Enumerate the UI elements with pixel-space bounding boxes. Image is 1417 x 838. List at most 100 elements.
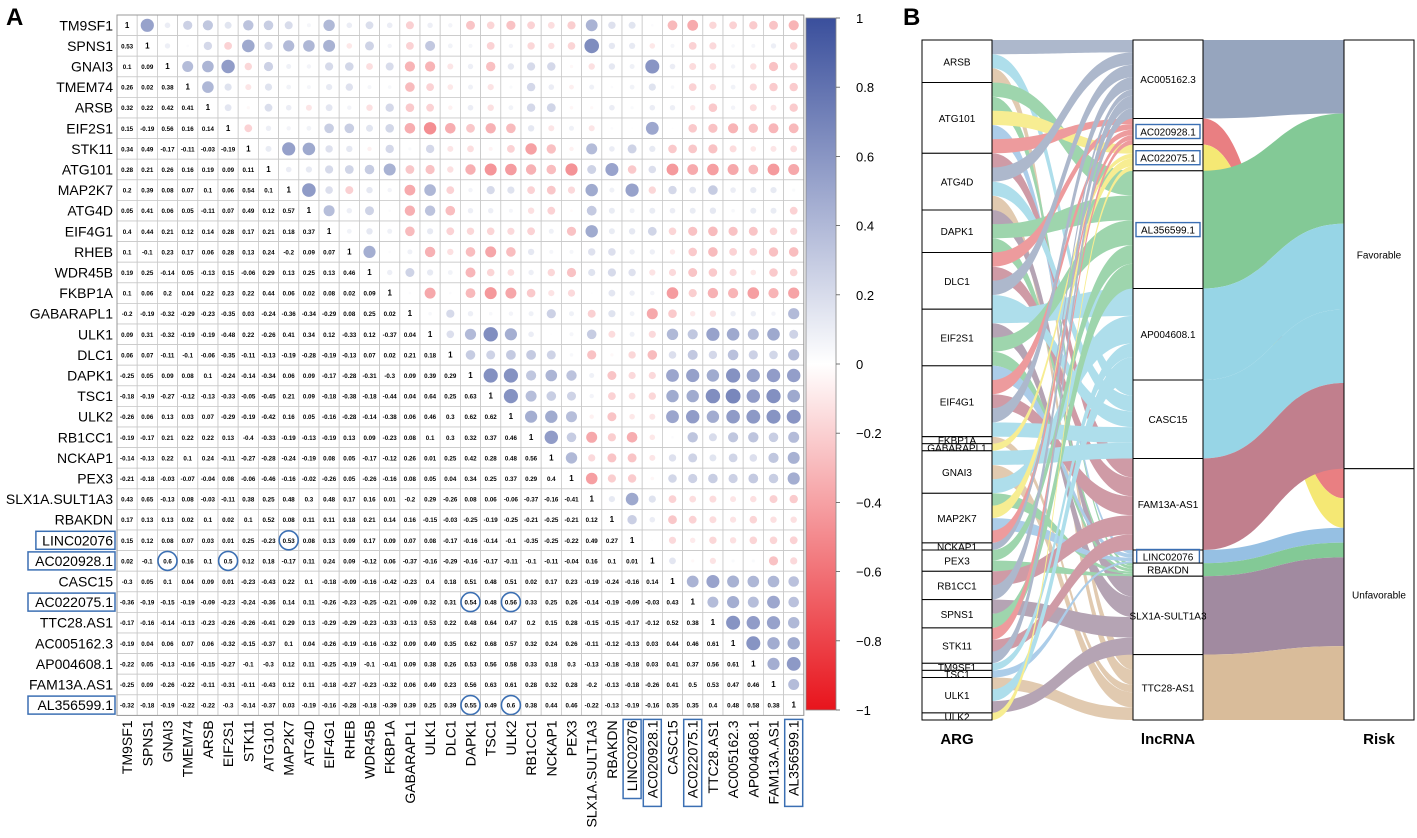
- correlation-value: 0.13: [161, 517, 174, 524]
- correlation-circle: [709, 557, 717, 565]
- correlation-circle: [726, 368, 741, 383]
- correlation-value: 0.07: [182, 538, 195, 545]
- correlation-circle: [569, 332, 574, 337]
- correlation-value: 0.5: [224, 558, 233, 565]
- correlation-value: 0.49: [242, 208, 255, 215]
- correlation-circle: [588, 125, 595, 132]
- correlation-circle: [244, 124, 253, 133]
- correlation-circle: [708, 473, 718, 484]
- correlation-value: -0.35: [524, 538, 539, 545]
- correlation-circle: [526, 370, 537, 381]
- correlation-circle: [306, 125, 312, 131]
- correlation-value: 0.25: [262, 497, 275, 504]
- correlation-circle: [726, 615, 741, 630]
- correlation-value: 1: [731, 639, 736, 648]
- correlation-value: 0.13: [242, 249, 255, 256]
- correlation-value: -0.06: [241, 270, 256, 277]
- correlation-circle: [747, 287, 760, 299]
- sankey-node-label: AC022075.1: [1140, 154, 1196, 165]
- correlation-value: -0.03: [645, 600, 660, 607]
- correlation-value: 0.33: [525, 661, 538, 668]
- correlation-circle: [406, 42, 414, 50]
- correlation-value: -0.13: [261, 352, 276, 359]
- column-label: ATG4D: [301, 720, 317, 766]
- correlation-value: 0.46: [343, 270, 356, 277]
- correlation-circle: [670, 85, 675, 89]
- correlation-value: 0.26: [565, 600, 578, 607]
- correlation-circle: [383, 163, 396, 176]
- correlation-value: 0.16: [363, 497, 376, 504]
- correlation-value: 0.08: [182, 373, 195, 380]
- row-label: DAPK1: [67, 368, 113, 384]
- correlation-circle: [508, 311, 514, 316]
- correlation-value: 0.29: [444, 373, 457, 380]
- correlation-value: 0.05: [424, 476, 437, 483]
- correlation-circle: [306, 85, 311, 90]
- row-label: STK11: [71, 141, 113, 157]
- correlation-value: -0.33: [261, 435, 276, 442]
- correlation-value: 0.21: [283, 394, 296, 401]
- correlation-circle: [646, 308, 658, 320]
- correlation-circle: [790, 145, 798, 153]
- correlation-value: 0.1: [123, 64, 132, 71]
- correlation-value: 0.06: [283, 291, 296, 298]
- correlation-value: 0.38: [767, 703, 780, 710]
- correlation-value: 0.41: [182, 105, 195, 112]
- correlation-value: -0.26: [160, 682, 175, 689]
- correlation-heatmap: 1 0.53 1 0.1 0.09 1 0.26 0.02 0.38 1 0.32 0.22 0.42 0…: [6, 14, 805, 828]
- correlation-value: -0.2: [586, 682, 597, 689]
- correlation-circle: [468, 43, 473, 48]
- correlation-circle: [629, 290, 635, 296]
- correlation-value: -0.19: [605, 600, 620, 607]
- correlation-value: -0.04: [201, 476, 216, 483]
- correlation-value: 0.53: [424, 620, 437, 627]
- correlation-value: -0.17: [625, 620, 640, 627]
- correlation-circle: [626, 432, 638, 443]
- correlation-circle: [705, 388, 721, 404]
- correlation-value: 1: [569, 474, 574, 483]
- row-label: AL356599.1: [37, 697, 113, 713]
- correlation-circle: [567, 391, 576, 401]
- sankey-node-label: MAP2K7: [937, 514, 977, 525]
- column-label: SPNS1: [139, 720, 155, 766]
- correlation-value: 0.28: [222, 249, 235, 256]
- correlation-value: 0.54: [242, 188, 255, 195]
- correlation-circle: [486, 21, 495, 30]
- correlation-value: 0.6: [507, 703, 516, 710]
- correlation-value: -0.23: [362, 620, 377, 627]
- correlation-value: 1: [347, 247, 352, 256]
- correlation-value: 0.13: [343, 435, 356, 442]
- column-label: WDR45B: [362, 720, 378, 778]
- correlation-circle: [627, 453, 637, 463]
- correlation-circle: [527, 227, 535, 236]
- correlation-value: -0.11: [504, 558, 518, 565]
- correlation-circle: [264, 103, 273, 112]
- correlation-value: 0.24: [202, 455, 215, 462]
- correlation-value: -0.19: [221, 146, 236, 153]
- correlation-value: -0.06: [241, 476, 256, 483]
- correlation-value: 1: [610, 515, 615, 524]
- correlation-value: -0.18: [362, 703, 377, 710]
- correlation-value: 0.03: [242, 311, 255, 318]
- correlation-circle: [507, 145, 515, 153]
- correlation-value: 0.14: [202, 229, 215, 236]
- correlation-value: -0.12: [181, 394, 196, 401]
- correlation-value: -0.16: [423, 558, 438, 565]
- correlation-value: -0.24: [241, 600, 256, 607]
- correlation-circle: [547, 62, 556, 71]
- correlation-value: 0.26: [161, 167, 174, 174]
- correlation-circle: [546, 103, 556, 113]
- correlation-circle: [447, 270, 453, 275]
- correlation-value: 0.17: [121, 517, 134, 524]
- correlation-circle: [224, 104, 232, 112]
- correlation-circle: [447, 43, 453, 49]
- correlation-value: 0.1: [204, 517, 213, 524]
- correlation-value: 0.05: [141, 373, 154, 380]
- correlation-circle: [608, 63, 616, 70]
- correlation-circle: [651, 24, 654, 27]
- correlation-value: 0.06: [384, 558, 397, 565]
- correlation-circle: [666, 328, 679, 340]
- correlation-value: 0.08: [161, 188, 174, 195]
- correlation-circle: [508, 43, 514, 49]
- correlation-circle: [668, 268, 677, 277]
